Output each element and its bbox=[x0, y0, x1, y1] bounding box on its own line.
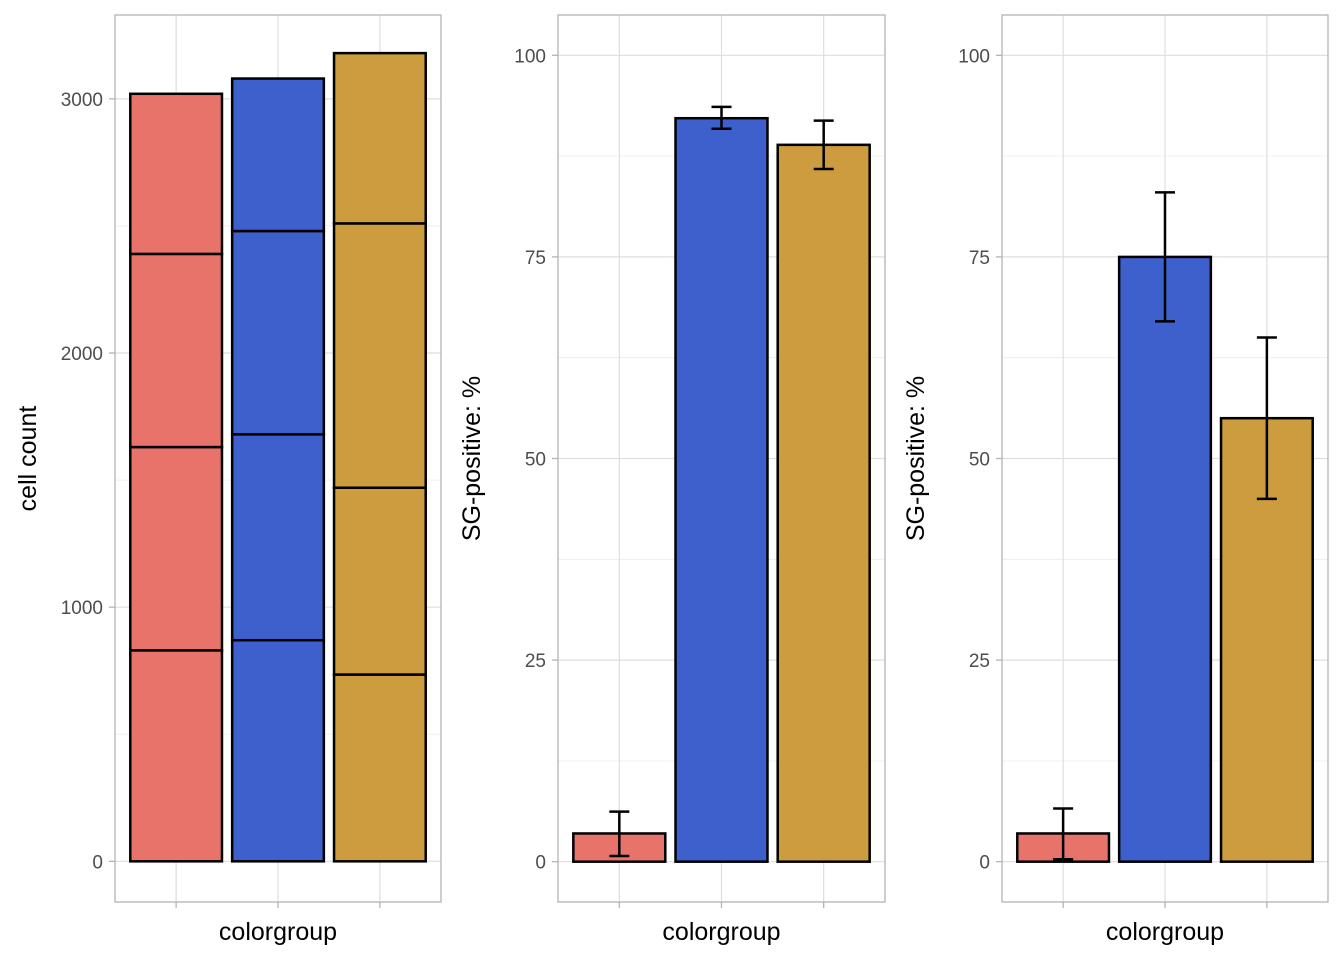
y-tick-label: 50 bbox=[969, 450, 990, 471]
error-bar bbox=[813, 119, 834, 171]
bar-segment bbox=[332, 673, 427, 863]
error-bar bbox=[1053, 807, 1074, 861]
bar-segment bbox=[230, 638, 326, 863]
y-tick-label: 50 bbox=[525, 450, 546, 471]
bar-segment bbox=[332, 51, 427, 225]
y-tick-label: 0 bbox=[92, 852, 103, 873]
bar-segment bbox=[332, 222, 427, 489]
y-tick-label: 75 bbox=[969, 248, 990, 269]
bar-segment bbox=[230, 433, 326, 642]
bar-segment bbox=[129, 92, 224, 256]
y-tick-label: 0 bbox=[979, 853, 990, 874]
bar-segment bbox=[230, 77, 326, 233]
bar-segment bbox=[230, 229, 326, 436]
bar bbox=[674, 116, 769, 863]
y-axis-title: cell count bbox=[14, 406, 42, 512]
bar-segment bbox=[129, 649, 224, 863]
error-bar bbox=[711, 105, 732, 130]
chart-panel-3: 0 25 50 75 100 colorgroup SG-positive: % bbox=[902, 14, 1329, 946]
bar-segment bbox=[332, 486, 427, 676]
bar-segment bbox=[129, 445, 224, 652]
error-bar bbox=[1256, 336, 1277, 501]
bar bbox=[1117, 255, 1213, 863]
chart-panel-2: 0 25 50 75 100 colorgroup SG-positive: % bbox=[458, 14, 886, 946]
y-axis-title: SG-positive: % bbox=[458, 376, 486, 541]
x-axis-title: colorgroup bbox=[662, 918, 780, 946]
y-tick-label: 25 bbox=[969, 651, 990, 672]
bar bbox=[776, 143, 871, 863]
error-bar bbox=[609, 810, 630, 858]
y-tick-label: 1000 bbox=[61, 598, 103, 619]
y-tick-label: 3000 bbox=[61, 90, 103, 111]
y-tick-label: 0 bbox=[535, 853, 546, 874]
x-axis-title: colorgroup bbox=[219, 918, 337, 946]
y-tick-label: 25 bbox=[525, 651, 546, 672]
bar-segment bbox=[129, 252, 224, 449]
error-bar bbox=[1155, 191, 1175, 323]
y-tick-label: 100 bbox=[514, 46, 546, 67]
y-tick-label: 2000 bbox=[61, 344, 103, 365]
y-tick-label: 100 bbox=[958, 46, 990, 67]
chart-panel-1: 0 1000 2000 3000 colorgroup cell count bbox=[14, 14, 442, 946]
x-axis-title: colorgroup bbox=[1106, 918, 1224, 946]
y-tick-label: 75 bbox=[525, 248, 546, 269]
y-axis-title: SG-positive: % bbox=[902, 376, 930, 541]
